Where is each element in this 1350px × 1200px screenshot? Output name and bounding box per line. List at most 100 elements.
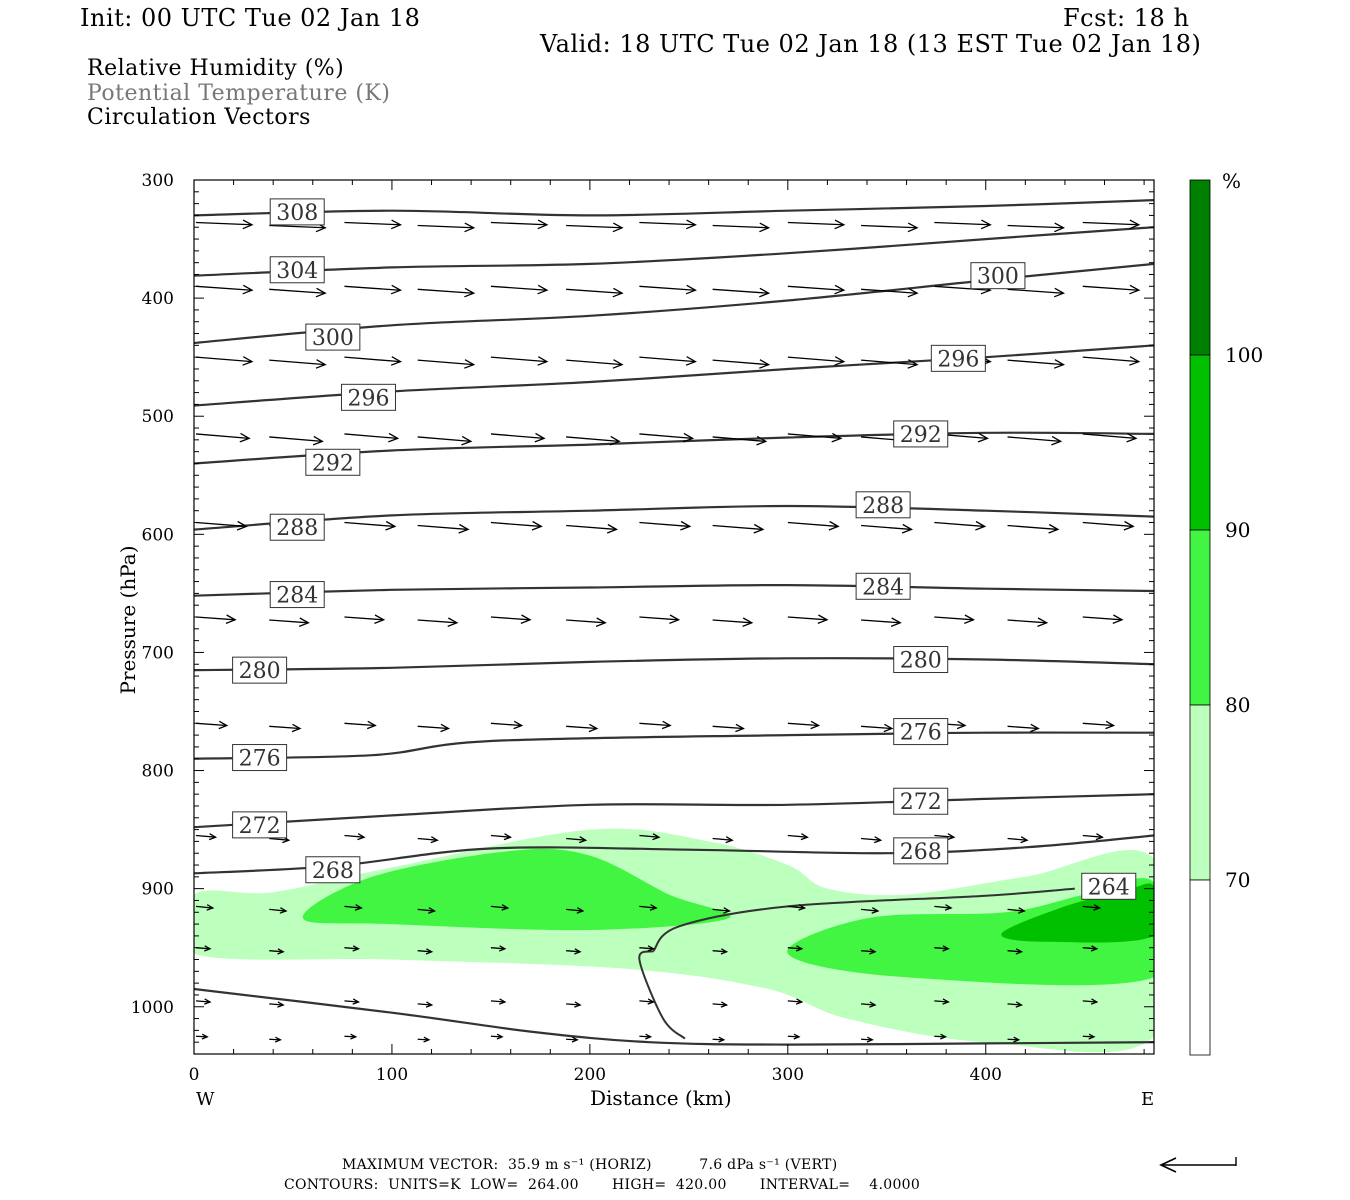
theta-contour-segment xyxy=(652,887,1075,952)
relative-humidity-fill xyxy=(194,828,1154,1053)
theta-contour-288 xyxy=(194,504,1154,531)
circulation-vector xyxy=(1007,723,1040,733)
circulation-vector xyxy=(566,1001,582,1008)
contour-label-264: 264 xyxy=(1088,875,1130,900)
x-tick-label: 0 xyxy=(189,1065,200,1085)
contour-label-272: 272 xyxy=(900,790,942,815)
circulation-vector xyxy=(639,614,681,625)
circulation-vector xyxy=(417,948,434,955)
circulation-vector xyxy=(195,284,254,295)
contour-label-box xyxy=(970,262,1026,290)
colorbar-level-label: 90 xyxy=(1225,518,1250,542)
circulation-vector xyxy=(417,723,451,733)
circulation-vector xyxy=(417,359,476,369)
circulation-vector xyxy=(566,1036,579,1043)
circulation-vector xyxy=(712,617,754,628)
circulation-vector xyxy=(269,907,288,914)
circulation-vector xyxy=(934,833,956,841)
circulation-vector xyxy=(861,222,919,233)
contour-label-268: 268 xyxy=(312,859,354,884)
contour-label-300: 300 xyxy=(977,265,1019,290)
legend-relative-humidity: Relative Humidity (%) xyxy=(87,56,345,81)
circulation-vector xyxy=(934,998,950,1005)
circulation-vector xyxy=(195,614,237,625)
colorbar-level-label: 80 xyxy=(1225,693,1250,717)
circulation-vector xyxy=(787,432,843,443)
theta-contour-segment xyxy=(638,950,686,1040)
circulation-vector xyxy=(269,723,302,733)
circulation-vector xyxy=(344,1033,358,1040)
circulation-vector xyxy=(1007,1001,1024,1008)
circulation-vector xyxy=(195,219,254,230)
circulation-vector xyxy=(417,1001,434,1008)
contour-label-box xyxy=(893,420,949,448)
circulation-vector xyxy=(712,836,734,844)
circulation-vector xyxy=(417,222,476,233)
valid-time: Valid: 18 UTC Tue 02 Jan 18 (13 EST Tue … xyxy=(540,30,1202,58)
circulation-vector xyxy=(269,1036,282,1043)
circulation-vector xyxy=(787,904,807,911)
theta-contour-284 xyxy=(194,583,1154,597)
circulation-vector xyxy=(490,432,546,443)
circulation-vector xyxy=(566,907,585,914)
circulation-vector xyxy=(1082,720,1116,730)
circulation-vector xyxy=(639,219,697,230)
theta-contour-272 xyxy=(194,793,1154,829)
circulation-vector xyxy=(787,720,821,730)
theta-contour-280 xyxy=(194,657,1154,672)
contour-label-308: 308 xyxy=(276,201,318,226)
maximum-vector-info: MAXIMUM VECTOR: 35.9 m s⁻¹ (HORIZ) 7.6 d… xyxy=(342,1157,838,1173)
circulation-vector xyxy=(269,287,327,298)
contour-label-box xyxy=(855,572,911,600)
contour-label-284: 284 xyxy=(862,575,904,600)
contour-label-268: 268 xyxy=(900,840,942,865)
circulation-vector xyxy=(787,614,829,625)
circulation-vector xyxy=(195,998,212,1005)
circulation-vector xyxy=(566,435,621,446)
circulation-vector xyxy=(490,356,549,366)
circulation-vector xyxy=(861,948,877,955)
colorbar-level-label: 70 xyxy=(1225,868,1250,892)
contour-label-276: 276 xyxy=(900,721,942,746)
circulation-vector xyxy=(787,833,809,841)
circulation-vector xyxy=(861,287,919,298)
circulation-vector xyxy=(861,617,902,628)
circulation-vector xyxy=(566,523,619,534)
circulation-vector xyxy=(195,904,215,911)
circulation-vector xyxy=(269,948,285,955)
contour-label-272: 272 xyxy=(239,814,281,839)
circulation-vector xyxy=(861,1001,877,1008)
contour-label-box xyxy=(1081,872,1137,900)
x-tick-label: 200 xyxy=(574,1065,606,1085)
circulation-vector xyxy=(1082,432,1138,443)
circulation-vector xyxy=(195,356,254,366)
circulation-vector xyxy=(1007,359,1066,369)
contour-label-300: 300 xyxy=(312,326,354,351)
circulation-vector xyxy=(490,998,507,1005)
y-tick-label: 1000 xyxy=(131,998,174,1018)
contour-label-288: 288 xyxy=(276,516,318,541)
circulation-vector xyxy=(787,1033,801,1040)
y-tick-label: 900 xyxy=(142,880,174,900)
theta-contour-296 xyxy=(194,344,1154,407)
circulation-vector xyxy=(639,945,655,952)
circulation-vector xyxy=(861,907,880,914)
colorbar: 100 90 80 70 xyxy=(1189,179,1263,1056)
circulation-vector xyxy=(712,907,731,914)
legend-potential-temperature: Potential Temperature (K) xyxy=(87,81,391,106)
circulation-vector xyxy=(1007,1036,1021,1043)
contour-label-280: 280 xyxy=(900,649,942,674)
circulation-vector xyxy=(712,723,745,733)
contour-label-box xyxy=(340,383,396,411)
circulation-vector xyxy=(934,614,976,625)
y-tick-label: 500 xyxy=(142,407,174,427)
colorbar-swatch xyxy=(1189,179,1211,356)
circulation-vector xyxy=(490,219,549,230)
circulation-vector xyxy=(1082,998,1099,1005)
circulation-vector xyxy=(787,520,840,531)
circulation-vector xyxy=(195,432,251,443)
rh-region-80 xyxy=(787,878,1154,986)
y-tick-label: 600 xyxy=(142,525,174,545)
circulation-vector xyxy=(269,1001,285,1008)
circulation-vector xyxy=(344,432,400,443)
